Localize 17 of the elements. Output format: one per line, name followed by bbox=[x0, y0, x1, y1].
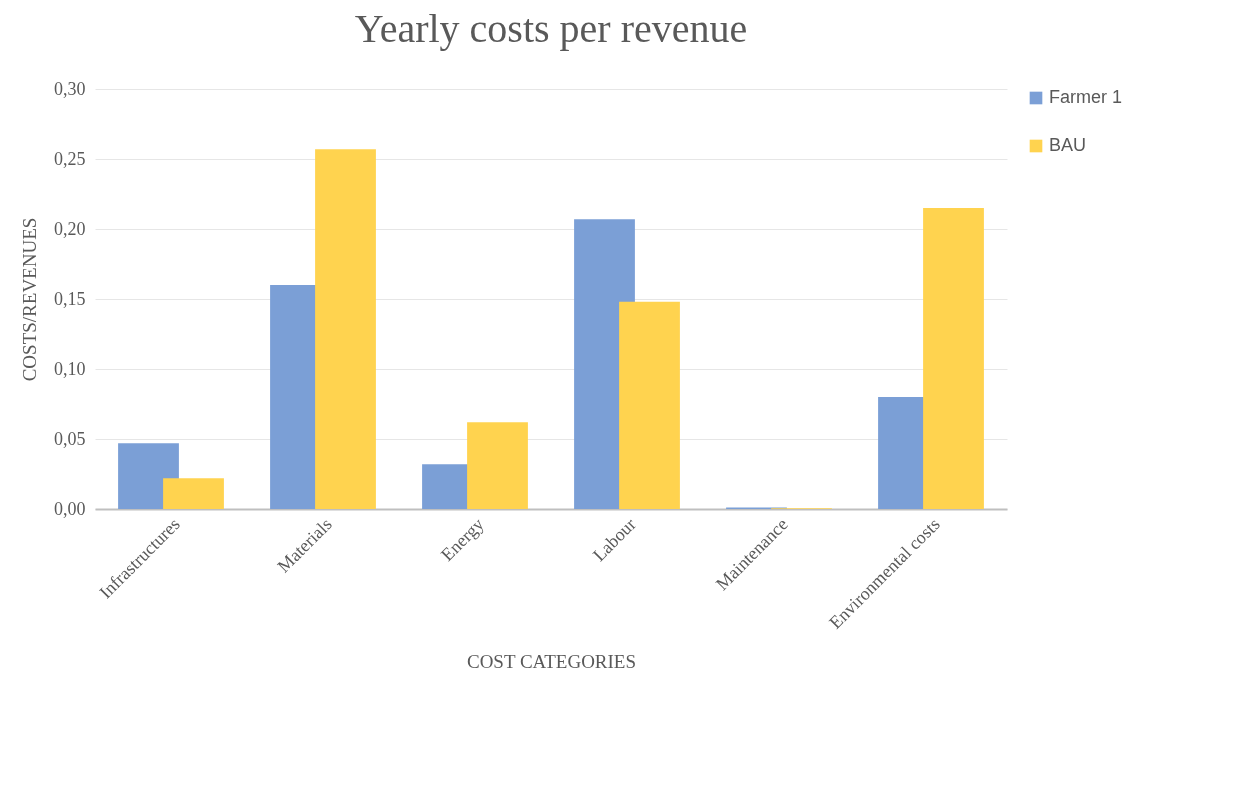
y-tick-label: 0,00 bbox=[54, 498, 86, 519]
bar bbox=[163, 478, 224, 509]
y-tick-label: 0,05 bbox=[54, 428, 86, 449]
y-tick-label: 0,20 bbox=[54, 218, 86, 239]
x-axis-title: COST CATEGORIES bbox=[466, 650, 637, 672]
y-tick-label: 0,15 bbox=[54, 288, 86, 309]
bar bbox=[467, 422, 528, 509]
bar bbox=[923, 208, 984, 509]
chart-title: Yearly costs per revenue bbox=[354, 6, 748, 51]
y-tick-label: 0,10 bbox=[54, 358, 86, 379]
y-tick-label: 0,30 bbox=[54, 78, 86, 99]
legend-label: BAU bbox=[1049, 135, 1087, 155]
y-axis-title: COSTS/REVENUES bbox=[19, 217, 40, 382]
legend-label: Farmer 1 bbox=[1049, 87, 1123, 107]
bar bbox=[619, 301, 680, 509]
y-tick-label: 0,25 bbox=[54, 148, 86, 169]
bar bbox=[315, 149, 376, 509]
